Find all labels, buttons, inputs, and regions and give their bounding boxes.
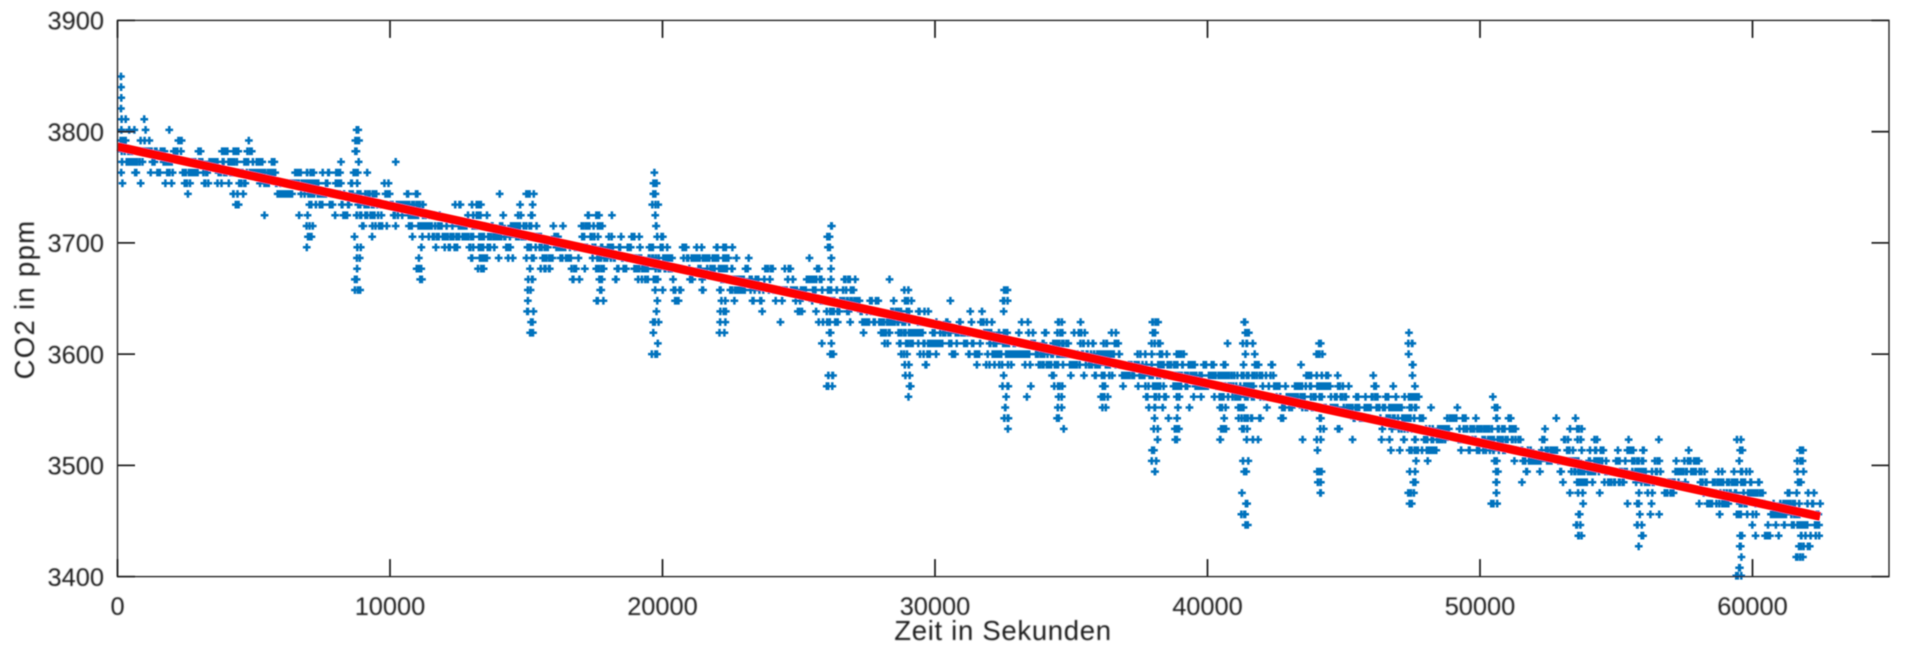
svg-text:3500: 3500: [48, 453, 104, 481]
svg-text:20000: 20000: [627, 593, 698, 621]
svg-text:3800: 3800: [48, 119, 104, 147]
svg-text:Zeit in Sekunden: Zeit in Sekunden: [894, 615, 1112, 646]
svg-text:30000: 30000: [900, 593, 971, 621]
svg-text:10000: 10000: [355, 593, 426, 621]
svg-text:40000: 40000: [1172, 593, 1243, 621]
svg-text:CO2 in ppm: CO2 in ppm: [9, 220, 40, 380]
svg-text:3700: 3700: [48, 230, 104, 258]
svg-text:50000: 50000: [1445, 593, 1516, 621]
svg-text:60000: 60000: [1717, 593, 1788, 621]
svg-text:0: 0: [110, 593, 124, 621]
svg-text:3400: 3400: [48, 564, 104, 592]
svg-text:3600: 3600: [48, 341, 104, 369]
svg-text:3900: 3900: [48, 8, 104, 36]
